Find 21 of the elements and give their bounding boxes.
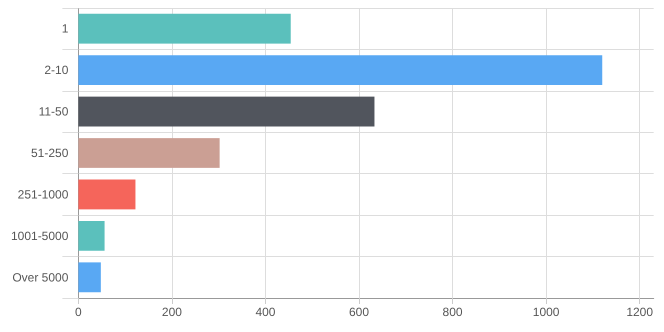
bar [78, 262, 101, 292]
x-tick-label: 400 [255, 305, 276, 319]
y-tick-label: 51-250 [31, 146, 69, 160]
bar [78, 220, 105, 251]
bar [78, 55, 602, 86]
x-tick-label: 600 [349, 305, 370, 319]
x-tick-label: 0 [75, 305, 82, 319]
bar [78, 180, 136, 210]
bar [78, 96, 374, 126]
x-tick-label: 1200 [626, 305, 654, 319]
y-tick-label: 1 [62, 22, 69, 36]
x-tick-label: 800 [442, 305, 463, 319]
y-tick-label: 2-10 [44, 63, 69, 78]
x-tick-label: 1000 [532, 305, 560, 319]
y-tick-label: 1001-5000 [10, 228, 69, 243]
x-tick-label: 200 [162, 305, 182, 319]
bar [78, 14, 291, 44]
y-tick-label: 11-50 [38, 104, 69, 119]
bar [78, 138, 220, 168]
y-tick-label: Over 5000 [12, 270, 69, 284]
y-tick-label: 251-1000 [18, 187, 69, 202]
